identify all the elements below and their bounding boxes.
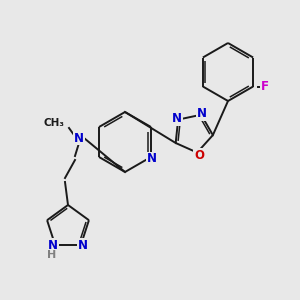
Text: N: N	[172, 112, 182, 125]
Text: N: N	[197, 107, 207, 120]
Text: O: O	[194, 149, 204, 162]
Text: N: N	[78, 239, 88, 252]
Text: H: H	[47, 250, 57, 260]
Text: N: N	[48, 239, 58, 252]
Text: CH₃: CH₃	[44, 118, 64, 128]
Text: N: N	[147, 152, 157, 166]
Text: F: F	[261, 80, 269, 93]
Text: N: N	[74, 131, 84, 145]
